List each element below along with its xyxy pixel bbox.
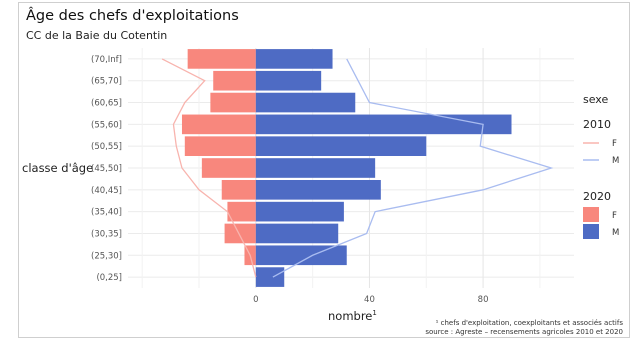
y-tick-label: (0,25] bbox=[96, 273, 122, 283]
lines-layer bbox=[161, 58, 554, 278]
bar-m-2020 bbox=[255, 180, 381, 200]
x-tick-label: 0 bbox=[253, 295, 258, 305]
bar-m-2020 bbox=[255, 267, 285, 287]
x-tick-labels: 0 40 80 bbox=[253, 295, 488, 305]
x-tick-label: 80 bbox=[478, 295, 489, 305]
y-tick-label: (25,30] bbox=[91, 251, 122, 261]
y-tick-label: (65,70] bbox=[91, 77, 122, 87]
legend-label: M bbox=[612, 156, 619, 166]
legend-key-swatch bbox=[583, 224, 599, 239]
legend-label: M bbox=[612, 228, 619, 238]
y-tick-label: (35,40] bbox=[91, 208, 122, 218]
y-tick-label: (70,Inf] bbox=[91, 55, 122, 65]
chart-title: Âge des chefs d'exploitations bbox=[26, 8, 239, 24]
bar-f-2020 bbox=[184, 136, 256, 156]
y-tick-label: (40,45] bbox=[91, 186, 122, 196]
y-tick-label: (50,55] bbox=[91, 142, 122, 152]
line-m-2010 bbox=[272, 58, 554, 278]
y-tick-label: (30,35] bbox=[91, 229, 122, 239]
legend-label: F bbox=[612, 211, 617, 221]
legend-title: sexe bbox=[583, 93, 608, 106]
bar-m-2020 bbox=[255, 136, 427, 156]
bar-f-2020 bbox=[221, 180, 256, 200]
legend-group-title: 2010 bbox=[583, 118, 611, 131]
bar-f-2020 bbox=[210, 92, 256, 113]
y-tick-label: (45,50] bbox=[91, 164, 122, 174]
bar-m-2020 bbox=[255, 114, 512, 135]
bars-layer bbox=[181, 49, 512, 287]
x-axis-title-superscript: 1 bbox=[372, 309, 376, 317]
bar-m-2020 bbox=[255, 49, 333, 69]
chart-subtitle: CC de la Baie du Cotentin bbox=[26, 29, 168, 42]
chart-caption: ¹ chefs d'exploitation, coexploitants et… bbox=[425, 319, 623, 337]
bar-m-2020 bbox=[255, 158, 376, 178]
x-axis-title-text: nombre bbox=[328, 309, 372, 323]
caption-line-1: ¹ chefs d'exploitation, coexploitants et… bbox=[435, 319, 623, 327]
y-tick-labels: (0,25] (25,30] (30,35] (35,40] (40,45] (45,50… bbox=[91, 55, 122, 283]
bar-f-2020 bbox=[224, 223, 256, 244]
legend-group-title: 2020 bbox=[583, 190, 611, 203]
line-f-2010 bbox=[161, 58, 257, 278]
bar-m-2020 bbox=[255, 92, 356, 113]
legend-label: F bbox=[612, 139, 617, 149]
bar-f-2020 bbox=[227, 201, 256, 222]
legend-key-swatch bbox=[583, 207, 599, 222]
caption-line-2: source : Agreste – recensements agricole… bbox=[425, 328, 623, 336]
y-tick-label: (55,60] bbox=[91, 120, 122, 130]
bar-f-2020 bbox=[187, 49, 256, 69]
x-axis-title: nombre1 bbox=[328, 309, 377, 323]
bar-f-2020 bbox=[181, 114, 256, 135]
bar-m-2020 bbox=[255, 70, 322, 91]
bar-f-2020 bbox=[201, 158, 256, 178]
bar-m-2020 bbox=[255, 201, 344, 222]
y-tick-label: (60,65] bbox=[91, 99, 122, 109]
bar-f-2020 bbox=[213, 70, 256, 91]
y-axis-title: classe d'âge bbox=[22, 161, 93, 175]
bar-m-2020 bbox=[255, 223, 339, 244]
x-tick-label: 40 bbox=[364, 295, 375, 305]
